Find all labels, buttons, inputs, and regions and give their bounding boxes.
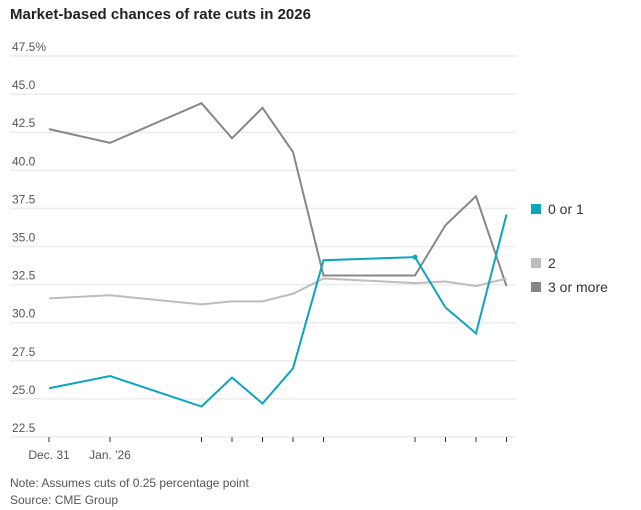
legend-label: 2 (548, 255, 556, 271)
series-line-2 (48, 277, 507, 306)
y-tick-label: 42.5 (12, 116, 36, 130)
legend-label: 0 or 1 (548, 201, 584, 217)
y-tick-label: 32.5 (12, 269, 36, 283)
x-tick-label: Dec. 31 (28, 448, 70, 462)
line-chart: 47.5% 45.0 42.5 40.0 37.5 35.0 32.5 30.0 27.5 25.… (10, 40, 608, 462)
chart-source: Source: CME Group (10, 493, 119, 507)
highlight-point (412, 254, 418, 260)
legend-swatch (531, 204, 541, 214)
chart-note: Note: Assumes cuts of 0.25 percentage po… (10, 476, 249, 490)
y-tick-label: 47.5% (12, 40, 46, 54)
series-line-3-or-more (48, 102, 508, 287)
x-tick-label: Jan. '26 (89, 448, 131, 462)
y-tick-label: 30.0 (12, 307, 36, 321)
series-line-0-or-1 (48, 214, 508, 408)
y-tick-label: 40.0 (12, 154, 36, 168)
y-tick-label: 37.5 (12, 192, 36, 206)
chart-title: Market-based chances of rate cuts in 202… (10, 6, 311, 23)
y-tick-label: 25.0 (12, 383, 36, 397)
y-tick-label: 22.5 (12, 421, 36, 435)
y-tick-label: 27.5 (12, 345, 36, 359)
legend-swatch (531, 258, 541, 268)
y-tick-label: 45.0 (12, 78, 36, 92)
legend-swatch (531, 282, 541, 292)
legend-label: 3 or more (548, 279, 608, 295)
y-tick-label: 35.0 (12, 231, 36, 245)
